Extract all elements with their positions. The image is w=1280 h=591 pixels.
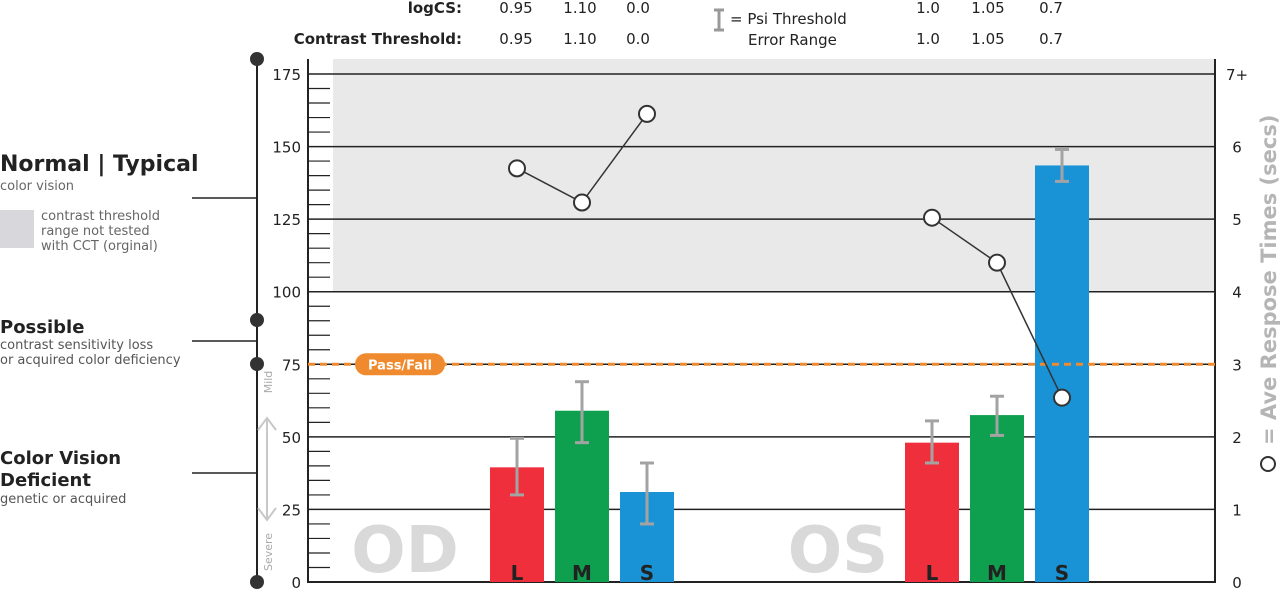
untested-line3: with CCT (orginal) [41,239,158,254]
od-threshold-m: 1.10 [563,30,596,48]
y2-tick-label: 0 [1232,574,1242,591]
y2-axis-ticks: 0 1 2 3 4 5 6 7+ [1226,66,1248,591]
category-label-s: S [640,561,654,585]
y2-tick-label: 6 [1232,139,1242,157]
severity-arrow-icon [257,416,277,522]
response-time-points [508,104,1071,407]
y-tick-label: 100 [272,284,301,302]
category-label-m: M [572,561,592,585]
cvd-title-line2: Deficient [0,470,91,491]
scale-passfail-dot [250,357,264,371]
os-threshold-l: 1.0 [916,30,940,48]
y2-tick-label: 7+ [1226,66,1248,84]
untested-swatch [0,210,34,248]
y2-tick-label: 4 [1232,284,1242,302]
possible-title: Possible [0,317,84,338]
untested-line2: range not tested [41,224,150,239]
error-legend-line1: = Psi Threshold [730,10,847,28]
untested-line1: contrast threshold [41,209,160,224]
response-time-point [988,253,1006,272]
scale-possible-dot [250,313,264,327]
response-time-point [923,208,941,227]
minor-ticks [308,87,330,569]
scale-bottom-dot [250,575,264,589]
possible-sub1: contrast sensitivity loss [0,338,153,353]
y-tick-label: 25 [282,501,301,519]
y-tick-label: 150 [272,139,301,157]
pass-fail-label: Pass/Fail [368,358,432,373]
y-tick-label: 50 [282,429,301,447]
contrast-threshold-row-label: Contrast Threshold: [294,30,462,48]
os-bar-s [1035,165,1089,582]
category-label-l: L [926,561,939,585]
logcs-row-label: logCS: [408,0,462,17]
od-logcs-m: 1.10 [563,0,596,17]
error-legend-line2: Error Range [748,31,837,49]
response-time-point [508,159,526,178]
scale-top-dot [250,52,264,66]
os-bar-m [970,415,1024,582]
os-logcs-s: 0.7 [1039,0,1063,17]
os-eye-label: OS [788,514,889,588]
os-bar-l [905,442,959,582]
possible-sub2: or acquired color deficiency [0,353,181,368]
od-threshold-s: 0.0 [626,30,650,48]
y2-tick-label: 3 [1232,356,1242,374]
severity-scale: Mild Severe [250,52,277,589]
error-bars [510,147,1069,526]
header-table: logCS: Contrast Threshold: 0.95 1.10 0.0… [294,0,1063,49]
os-logcs-m: 1.05 [971,0,1004,17]
od-logcs-l: 0.95 [499,0,532,17]
error-range-legend-icon [714,8,724,32]
severe-label: Severe [262,533,275,571]
cvd-subtitle: genetic or acquired [0,492,126,507]
y2-tick-label: 1 [1232,501,1242,519]
y-axis-ticks: 0 25 50 75 100 125 150 175 [272,66,301,591]
y-tick-label: 0 [291,574,301,591]
od-eye-label: OD [351,514,459,588]
y2-tick-label: 5 [1232,211,1242,229]
od-threshold-l: 0.95 [499,30,532,48]
category-label-m: M [987,561,1007,585]
response-time-point [1053,388,1071,407]
od-logcs-s: 0.0 [626,0,650,17]
y-tick-label: 75 [282,356,301,374]
normal-title: Normal | Typical [0,152,199,177]
response-time-point [638,104,656,123]
category-label-s: S [1055,561,1069,585]
y-tick-label: 125 [272,211,301,229]
pass-fail-badge: Pass/Fail [355,353,445,376]
os-logcs-l: 1.0 [916,0,940,17]
response-time-legend-icon [1260,456,1276,472]
category-label-l: L [511,561,524,585]
y2-axis-title: = Ave Respose Times (secs) [1257,115,1280,445]
os-threshold-m: 1.05 [971,30,1004,48]
cvd-title-line1: Color Vision [0,448,121,469]
mild-label: Mild [262,371,275,394]
bars [490,165,1089,582]
os-threshold-s: 0.7 [1039,30,1063,48]
y2-axis-label: = Ave Respose Times (secs) [1257,115,1280,472]
y2-tick-label: 2 [1232,429,1242,447]
sidebar-legend: Normal | Typical color vision contrast t… [0,152,257,507]
response-time-point [573,193,591,212]
y-tick-label: 175 [272,66,301,84]
normal-subtitle: color vision [0,179,74,194]
